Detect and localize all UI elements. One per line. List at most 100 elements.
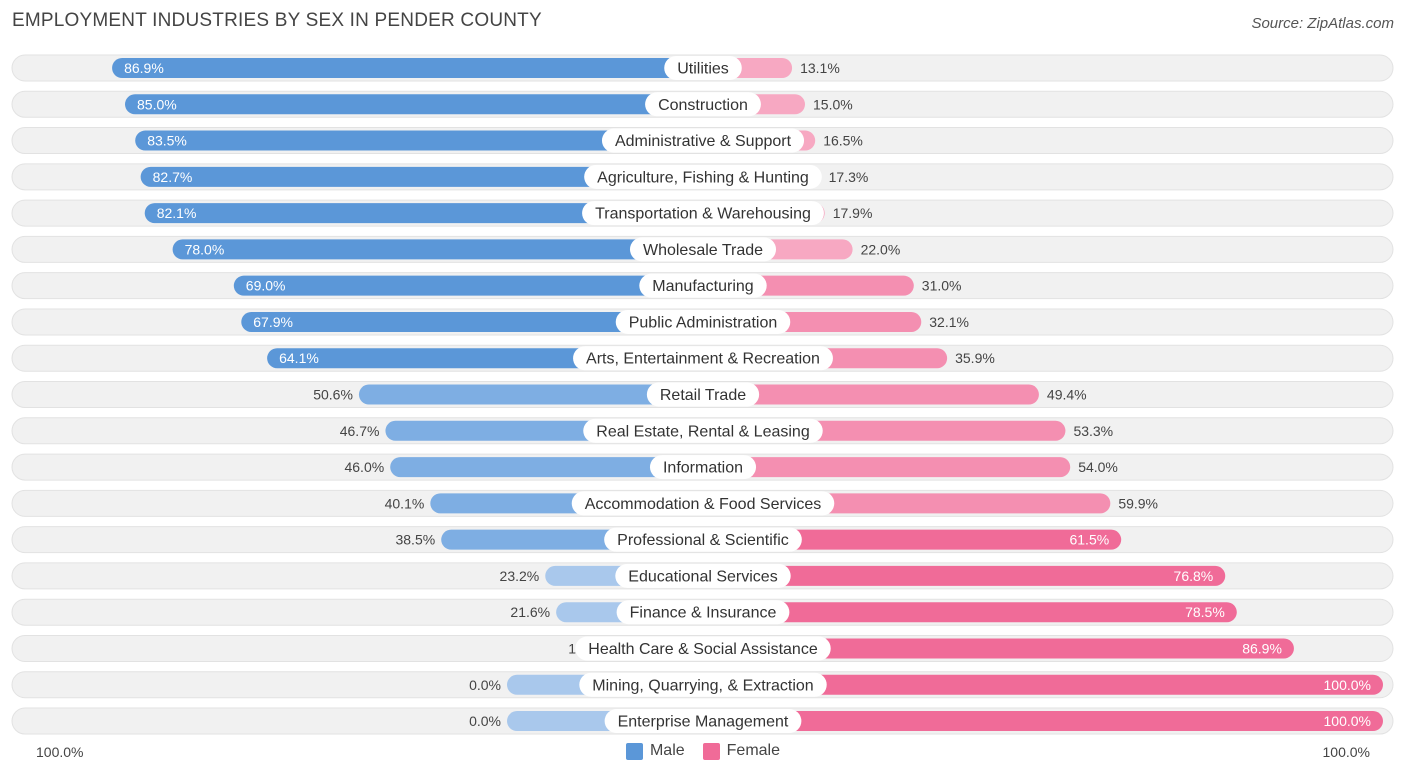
female-value-label: 32.1%: [929, 314, 969, 330]
category-label: Public Administration: [629, 314, 778, 331]
male-value-label: 46.7%: [340, 423, 380, 439]
male-value-label: 67.9%: [253, 314, 293, 330]
female-value-label: 15.0%: [813, 96, 853, 112]
male-bar: [140, 166, 703, 187]
category-label: Wholesale Trade: [643, 242, 763, 259]
category-label: Finance & Insurance: [630, 605, 777, 622]
female-bar: [703, 384, 1039, 405]
category-label: Construction: [658, 97, 748, 114]
legend-item-female: Female: [702, 742, 781, 760]
male-value-label: 85.0%: [137, 96, 177, 112]
male-bar: [112, 58, 703, 78]
female-value-label: 86.9%: [1242, 640, 1282, 656]
female-bar: [703, 565, 1226, 586]
male-bar: [390, 457, 703, 478]
male-bar: [358, 384, 703, 405]
legend-label-female: Female: [726, 742, 781, 759]
category-label: Accommodation & Food Services: [585, 496, 822, 513]
male-bar: [241, 311, 703, 332]
source-credit: Source: ZipAtlas.com: [1251, 15, 1394, 32]
legend-swatch-male: [625, 742, 643, 760]
male-value-label: 38.5%: [395, 532, 435, 548]
female-value-label: 16.5%: [823, 133, 863, 149]
male-value-label: 21.6%: [510, 604, 550, 620]
female-value-label: 22.0%: [861, 241, 901, 257]
bar-row: 86.9% 13.1% Utilities: [11, 54, 1394, 82]
category-label-pill: [573, 346, 833, 371]
axis-right-label: 100.0%: [1322, 744, 1370, 760]
bar-row: 83.5% 16.5% Administrative & Support: [11, 127, 1394, 155]
category-label: Utilities: [677, 61, 729, 78]
female-value-label: 100.0%: [1324, 677, 1371, 693]
category-label-pill: [584, 164, 822, 189]
bar-row: 0.0% 100.0% Enterprise Management: [11, 707, 1394, 735]
female-value-label: 76.8%: [1174, 568, 1214, 584]
category-label: Agriculture, Fishing & Hunting: [597, 169, 809, 186]
category-label: Educational Services: [628, 568, 777, 585]
category-label: Real Estate, Rental & Leasing: [596, 423, 809, 440]
male-bar: [233, 275, 704, 296]
bar-row: 78.0% 22.0% Wholesale Trade: [11, 235, 1394, 263]
category-label-pill: [583, 418, 823, 443]
legend-swatch-female: [702, 742, 720, 760]
bar-row: 38.5% 61.5% Professional & Scientific: [11, 526, 1394, 554]
category-label: Enterprise Management: [618, 714, 789, 731]
male-value-label: 83.5%: [147, 133, 187, 149]
male-value-label: 82.7%: [153, 169, 193, 185]
bar-row: 23.2% 76.8% Educational Services: [11, 562, 1394, 590]
female-value-label: 49.4%: [1047, 387, 1087, 403]
axis-left-label: 100.0%: [36, 744, 84, 760]
bar-row: 40.1% 59.9% Accommodation & Food Services: [11, 489, 1394, 517]
bar-row: 50.6% 49.4% Retail Trade: [11, 381, 1394, 409]
bar-row: 67.9% 32.1% Public Administration: [11, 308, 1394, 336]
bar-row: 21.6% 78.5% Finance & Insurance: [11, 598, 1394, 626]
male-value-label: 0.0%: [469, 713, 501, 729]
bar-row: 0.0% 100.0% Mining, Quarrying, & Extractio…: [11, 671, 1394, 699]
category-label-pill: [639, 273, 767, 298]
bar-row: 69.0% 31.0% Manufacturing: [11, 272, 1394, 300]
bar-row: 82.1% 17.9% Transportation & Warehousing: [11, 199, 1394, 227]
legend: Male Female: [0, 742, 1406, 760]
category-label-pill: [645, 92, 761, 117]
male-value-label: 0.0%: [469, 677, 501, 693]
category-label-pill: [575, 636, 831, 661]
category-label-pill: [601, 128, 805, 153]
female-bar: [703, 638, 1294, 659]
male-value-label: 50.6%: [313, 387, 353, 403]
female-value-label: 54.0%: [1078, 459, 1118, 475]
category-label-pill: [582, 201, 824, 226]
bar-row: 13.1%86.9%Health Care & Social Assistanc…: [11, 634, 1394, 662]
female-value-label: 35.9%: [955, 350, 995, 366]
female-value-label: 17.9%: [833, 205, 873, 221]
category-label: Mining, Quarrying, & Extraction: [592, 677, 813, 694]
bar-row: 46.7% 53.3% Real Estate, Rental & Leasing: [11, 417, 1394, 445]
category-label-pill: [604, 709, 802, 734]
category-label: Manufacturing: [652, 278, 753, 295]
female-bar: [703, 457, 1071, 478]
category-label: Information: [663, 460, 743, 477]
chart-title: EMPLOYMENT INDUSTRIES BY SEX IN PENDER C…: [12, 10, 542, 31]
male-value-label: 86.9%: [124, 60, 164, 76]
category-label-pill: [664, 56, 742, 80]
category-label-pill: [604, 527, 802, 552]
male-value-label: 69.0%: [246, 278, 286, 294]
category-label-pill: [646, 382, 760, 407]
category-label: Transportation & Warehousing: [595, 206, 811, 223]
male-value-label: 78.0%: [185, 241, 225, 257]
bar-row: 82.7% 17.3% Agriculture, Fishing & Hunting: [11, 163, 1394, 191]
bar-row: 85.0% 15.0% Construction: [11, 90, 1394, 118]
category-label-pill: [615, 309, 791, 334]
female-bar: [703, 674, 1383, 695]
male-bar: [125, 94, 703, 115]
category-label: Professional & Scientific: [617, 532, 789, 549]
category-label-pill: [649, 455, 757, 480]
female-bar: [703, 602, 1237, 623]
category-label-pill: [579, 672, 827, 697]
female-value-label: 59.9%: [1118, 495, 1158, 511]
category-label-pill: [571, 491, 835, 516]
male-value-label: 82.1%: [157, 205, 197, 221]
female-bar: [703, 711, 1383, 732]
female-value-label: 100.0%: [1324, 713, 1371, 729]
category-label-pill: [629, 237, 777, 262]
